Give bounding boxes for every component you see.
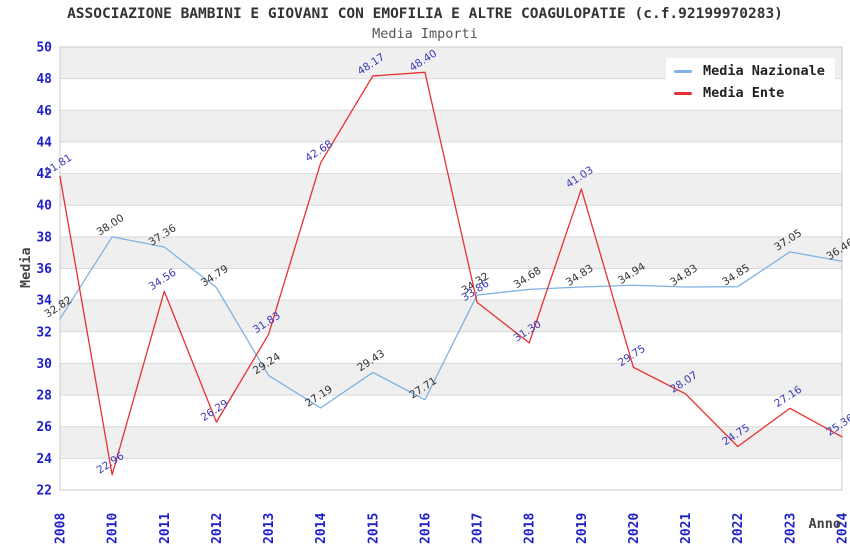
- svg-text:2016: 2016: [418, 513, 433, 544]
- svg-text:38.00: 38.00: [95, 212, 127, 238]
- svg-text:2008: 2008: [54, 513, 69, 544]
- svg-text:30: 30: [36, 357, 52, 372]
- svg-text:24: 24: [36, 452, 52, 467]
- plot-border: [59, 46, 843, 491]
- svg-text:32: 32: [36, 325, 52, 340]
- series-line-media-nazionale: [59, 236, 843, 409]
- svg-text:26.29: 26.29: [199, 397, 231, 423]
- x-axis-title: Anno: [808, 516, 841, 532]
- svg-text:38: 38: [36, 230, 52, 245]
- chart-subtitle: Media Importi: [372, 26, 478, 42]
- plot-bands: [60, 47, 842, 459]
- svg-text:2018: 2018: [523, 513, 538, 544]
- svg-text:2011: 2011: [158, 513, 173, 544]
- svg-text:2017: 2017: [471, 513, 486, 544]
- x-axis-tick-labels: 2008 2010 2011 2012 2013 2014 2015 2016 2017 2018…: [54, 513, 850, 544]
- svg-text:2010: 2010: [106, 513, 121, 544]
- svg-text:2015: 2015: [366, 513, 381, 544]
- svg-text:2019: 2019: [575, 513, 590, 544]
- svg-text:26: 26: [36, 420, 52, 435]
- svg-text:22: 22: [36, 484, 52, 499]
- svg-text:2024: 2024: [836, 513, 850, 544]
- y-axis-title: Media: [18, 247, 34, 288]
- svg-text:34: 34: [36, 294, 52, 309]
- legend-item-media-ente: Media Ente: [674, 85, 825, 101]
- svg-text:48: 48: [36, 72, 52, 87]
- legend-swatch-media-ente: [674, 91, 692, 95]
- series-line-media-ente: [59, 71, 843, 476]
- svg-text:46: 46: [36, 104, 52, 119]
- svg-text:40: 40: [36, 199, 52, 214]
- svg-text:2023: 2023: [783, 513, 798, 544]
- svg-text:50: 50: [36, 41, 52, 56]
- svg-text:2022: 2022: [731, 513, 746, 544]
- legend-label-media-ente: Media Ente: [703, 85, 785, 101]
- svg-text:2014: 2014: [314, 513, 329, 544]
- svg-text:2012: 2012: [210, 513, 225, 544]
- chart-title: ASSOCIAZIONE BAMBINI E GIOVANI CON EMOFI…: [67, 6, 783, 22]
- legend: Media Nazionale Media Ente: [666, 58, 835, 107]
- svg-text:2013: 2013: [262, 513, 277, 544]
- legend-swatch-media-nazionale: [674, 69, 692, 73]
- svg-text:44: 44: [36, 135, 52, 150]
- svg-text:36: 36: [36, 262, 52, 277]
- svg-text:2021: 2021: [679, 513, 694, 544]
- svg-text:34.56: 34.56: [147, 266, 179, 293]
- legend-label-media-nazionale: Media Nazionale: [703, 63, 825, 79]
- legend-item-media-nazionale: Media Nazionale: [674, 63, 825, 79]
- svg-text:2020: 2020: [627, 513, 642, 544]
- y-axis-tick-labels: 22 24 26 28 30 32 34 36 38 40 42 44 46 48 50: [36, 41, 52, 499]
- svg-text:42: 42: [36, 167, 52, 182]
- svg-text:28: 28: [36, 389, 52, 404]
